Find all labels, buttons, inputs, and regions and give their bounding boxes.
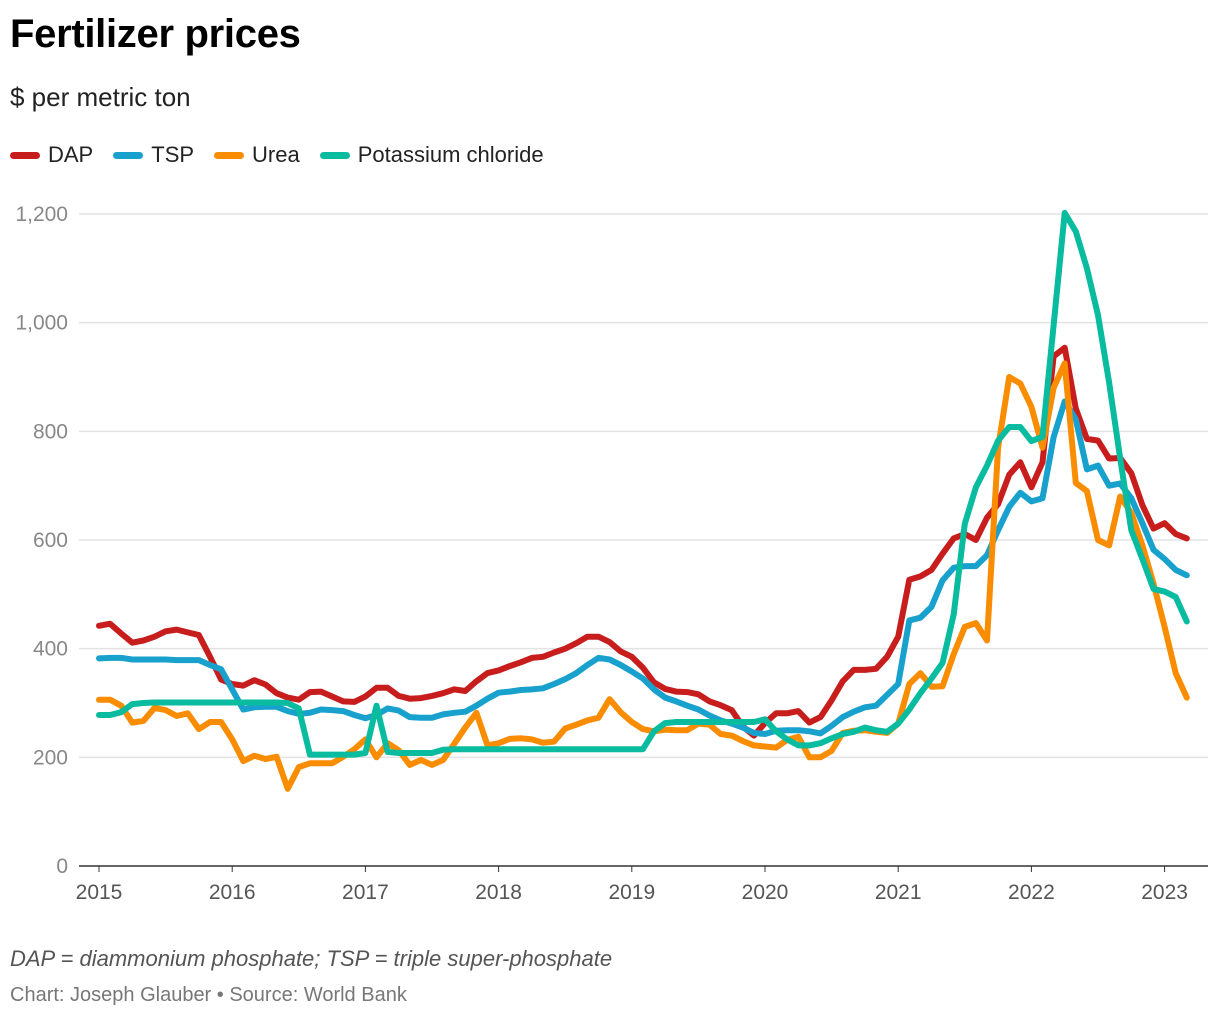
chart-subtitle: $ per metric ton (10, 82, 191, 112)
legend-swatch-tsp (113, 151, 144, 159)
legend-label-tsp: TSP (151, 142, 195, 167)
legend-label-potassium-chloride: Potassium chloride (357, 142, 544, 167)
x-tick-label: 2015 (76, 881, 123, 904)
y-tick-label: 1,200 (15, 203, 68, 226)
y-tick-label: 200 (33, 746, 68, 769)
chart-source: Chart: Joseph Glauber • Source: World Ba… (10, 984, 407, 1006)
legend-item-potassium-chloride: Potassium chloride (319, 142, 544, 168)
chart-title: Fertilizer prices (10, 12, 301, 56)
legend-label-urea: Urea (252, 142, 300, 167)
legend-swatch-urea (214, 151, 245, 159)
x-tick-label: 2017 (342, 881, 389, 904)
series-line-potassium-chloride (96, 209, 1190, 758)
series-lines (96, 209, 1190, 792)
legend-item-urea: Urea (214, 142, 300, 168)
y-tick-label: 800 (33, 420, 68, 443)
gridlines (79, 213, 1208, 867)
legend-swatch-potassium-chloride (319, 151, 350, 159)
legend-label-dap: DAP (48, 142, 94, 167)
legend: DAP TSP Urea Potassium chloride (10, 142, 544, 168)
y-axis: 0 200 400 600 800 1,000 1,200 (15, 203, 68, 878)
chart-footnote: DAP = diammonium phosphate; TSP = triple… (10, 946, 613, 971)
series-line-tsp (96, 398, 1190, 737)
y-tick-label: 1,000 (15, 312, 68, 335)
y-tick-label: 0 (56, 855, 68, 878)
legend-item-dap: DAP (10, 142, 93, 168)
series-line-dap (96, 344, 1190, 739)
x-tick-label: 2023 (1141, 881, 1188, 904)
x-tick-label: 2019 (608, 881, 655, 904)
legend-swatch-dap (10, 151, 40, 159)
legend-item-tsp: TSP (113, 142, 194, 168)
x-tick-label: 2020 (742, 881, 789, 904)
x-tick-label: 2018 (475, 881, 522, 904)
y-tick-label: 600 (33, 529, 68, 552)
x-tick-label: 2016 (209, 881, 256, 904)
x-tick-label: 2022 (1008, 881, 1055, 904)
y-tick-label: 400 (33, 638, 68, 661)
x-tick-label: 2021 (875, 881, 922, 904)
x-axis: 2015 2016 2017 2018 2019 2020 2021 2022 2023 (76, 866, 1188, 904)
series-line-urea (96, 360, 1190, 792)
